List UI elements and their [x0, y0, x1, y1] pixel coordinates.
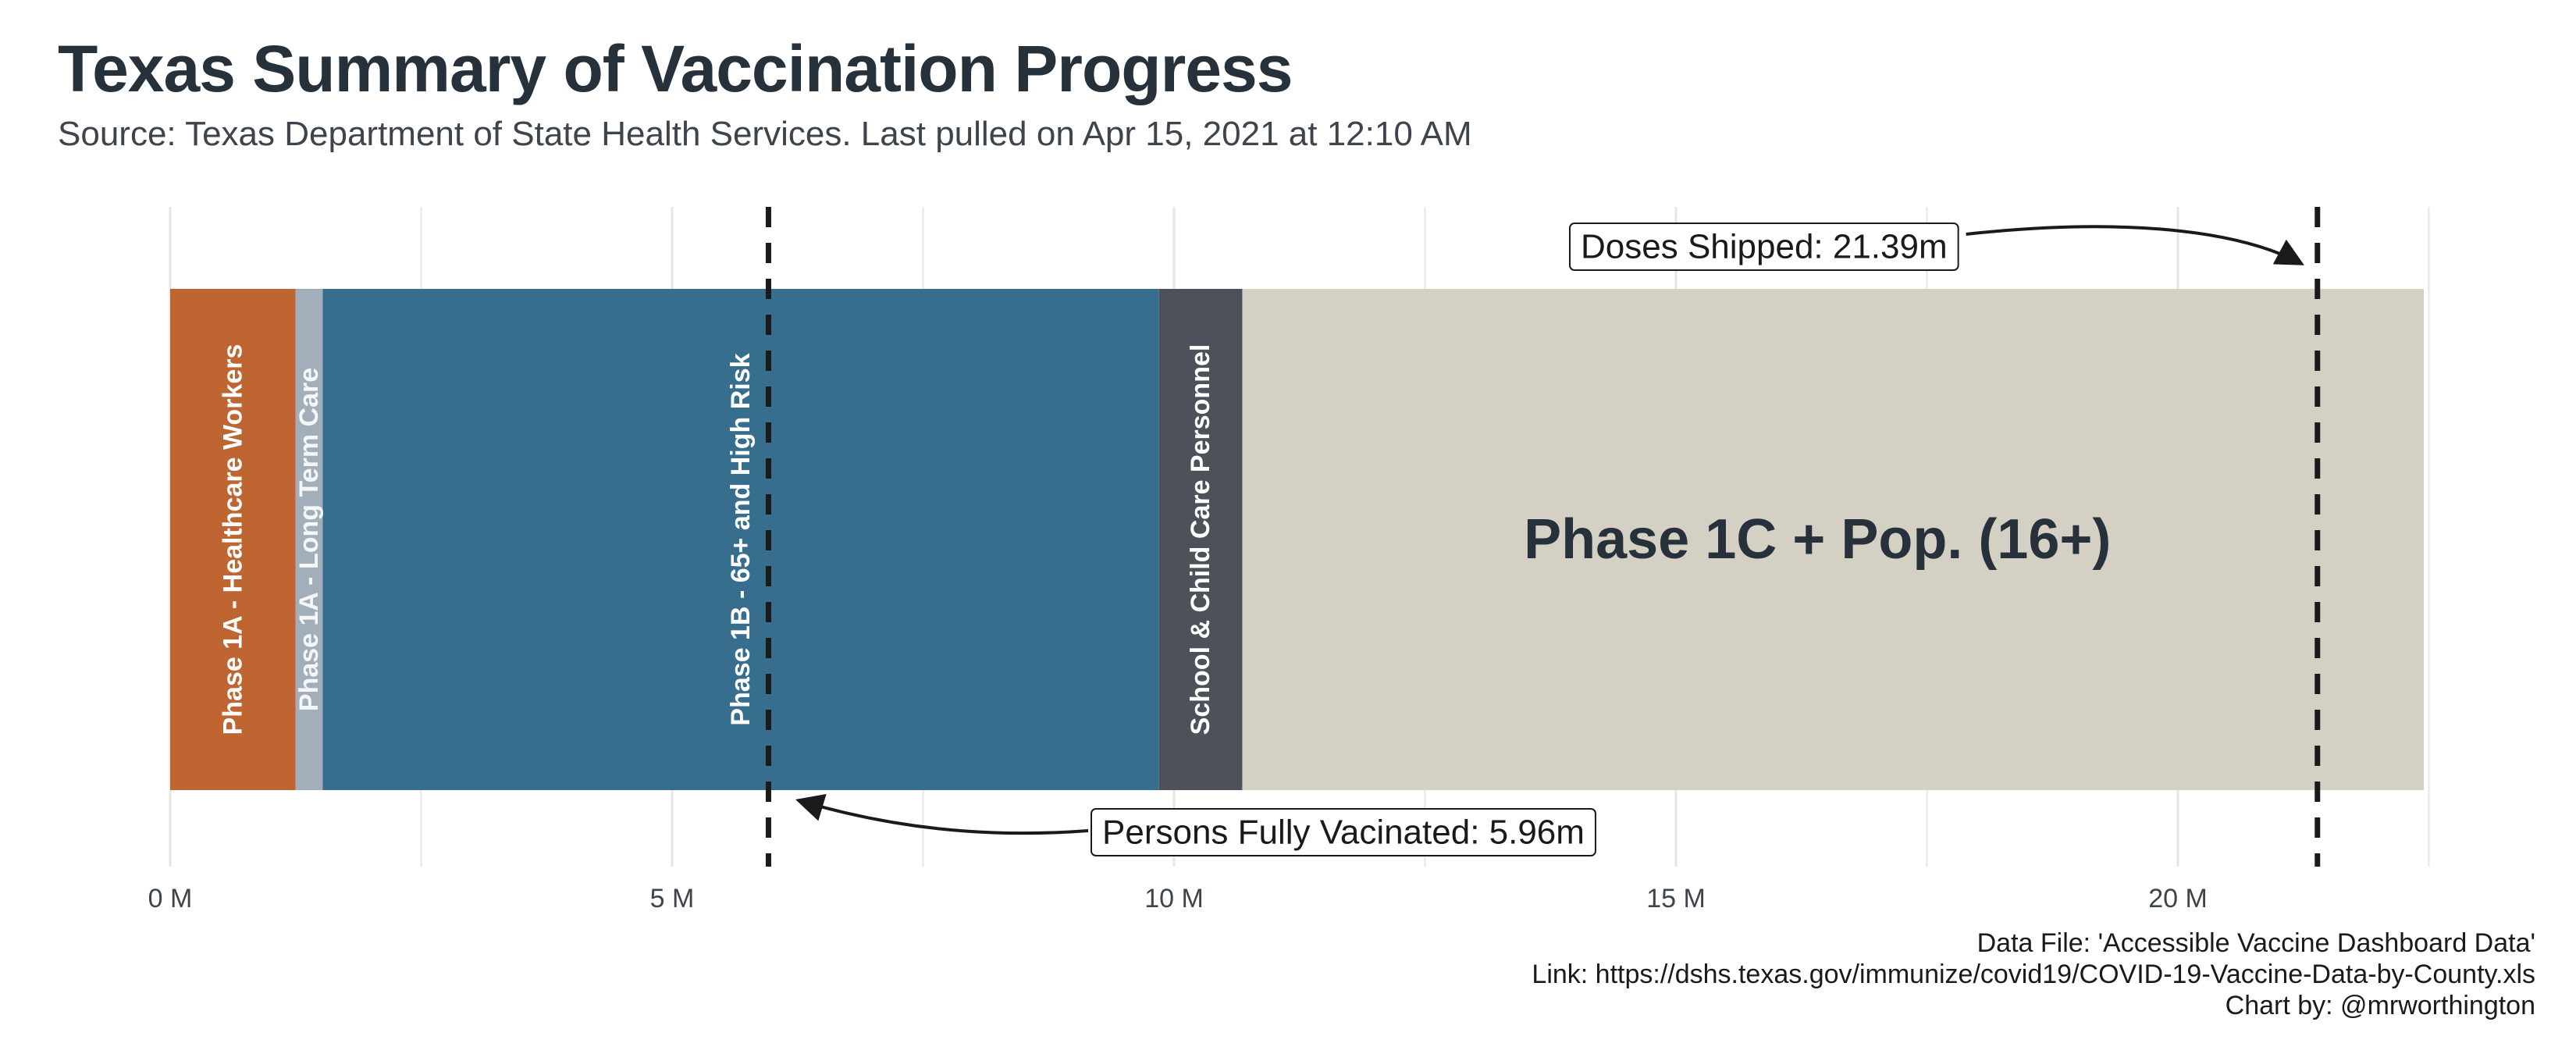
chart-caption: Data File: 'Accessible Vaccine Dashboard… — [1532, 928, 2535, 1021]
segment-label: Phase 1A - Long Term Care — [294, 368, 324, 711]
bar-segment — [322, 289, 1159, 790]
chart-subtitle: Source: Texas Department of State Health… — [58, 115, 1472, 153]
x-axis-tick-labels: 0 M 5 M 10 M 15 M 20 M — [148, 884, 2208, 913]
x-tick-label: 10 M — [1144, 884, 1204, 913]
segment-labels: Phase 1A - Healthcare Workers Phase 1A - … — [218, 344, 2111, 735]
bar-segment — [1158, 289, 1243, 790]
x-tick-label: 20 M — [2148, 884, 2208, 913]
segment-label: Phase 1C + Pop. (16+) — [1524, 508, 2111, 571]
annotation-doses-shipped-box — [1569, 223, 1959, 271]
annotation-persons-fully-vaccinated-box — [1091, 808, 1596, 856]
caption-data-file: Data File: 'Accessible Vaccine Dashboard… — [1976, 928, 2535, 958]
annotation-persons-fully-vaccinated: Persons Fully Vacinated: 5.96m — [1091, 808, 1596, 856]
caption-credit: Chart by: @mrworthington — [2225, 991, 2535, 1020]
bar-segment — [295, 289, 323, 790]
bar-segment — [170, 289, 296, 790]
annotation-doses-shipped-text: Doses Shipped: 21.39m — [1581, 228, 1948, 266]
segment-label: School & Child Care Personnel — [1186, 344, 1215, 735]
bar-segment — [1242, 289, 2425, 790]
chart-title: Texas Summary of Vaccination Progress — [58, 32, 1293, 105]
annotation-doses-shipped: Doses Shipped: 21.39m — [1569, 223, 1959, 271]
segment-label: Phase 1A - Healthcare Workers — [218, 344, 247, 735]
x-tick-label: 5 M — [650, 884, 695, 913]
x-tick-label: 15 M — [1646, 884, 1706, 913]
segment-label: Phase 1B - 65+ and High Risk — [726, 353, 756, 725]
bar-segments — [170, 289, 2425, 790]
x-tick-label: 0 M — [148, 884, 193, 913]
arrow-persons-fully-vaccinated — [795, 793, 1089, 835]
caption-link: Link: https://dshs.texas.gov/immunize/co… — [1532, 960, 2535, 989]
annotation-persons-fully-vaccinated-text: Persons Fully Vacinated: 5.96m — [1102, 814, 1585, 852]
reference-lines — [765, 207, 2321, 867]
arrow-doses-shipped — [1966, 225, 2304, 265]
annotations: Persons Fully Vacinated: 5.96m Doses Ship… — [795, 223, 2304, 856]
